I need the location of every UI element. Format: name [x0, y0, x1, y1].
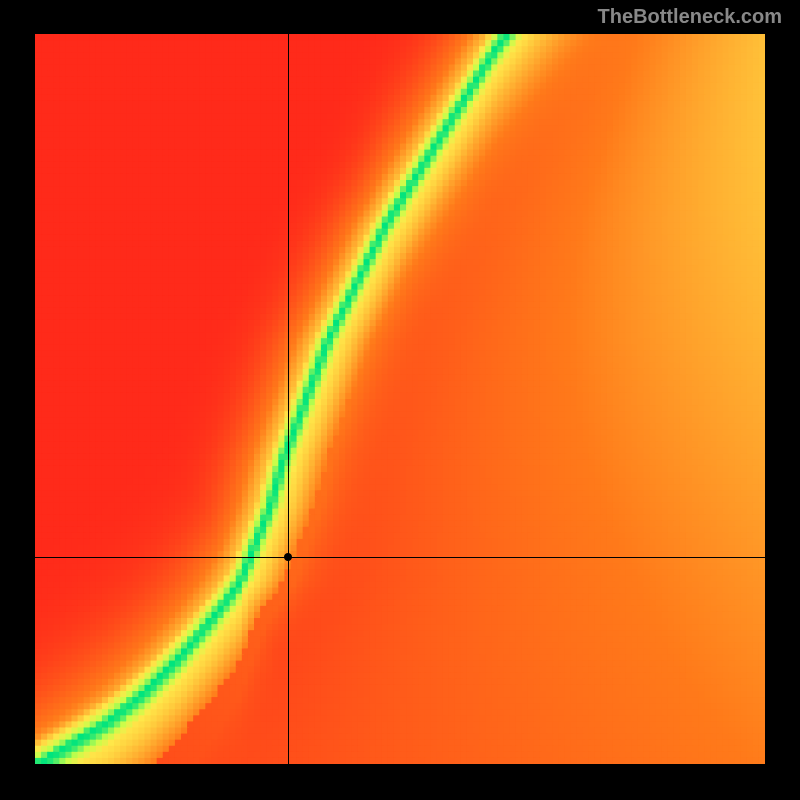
bottleneck-heatmap: [35, 34, 765, 764]
crosshair-horizontal: [35, 557, 765, 558]
watermark-text: TheBottleneck.com: [598, 6, 782, 29]
crosshair-marker-dot: [284, 553, 292, 561]
crosshair-vertical: [288, 34, 289, 764]
